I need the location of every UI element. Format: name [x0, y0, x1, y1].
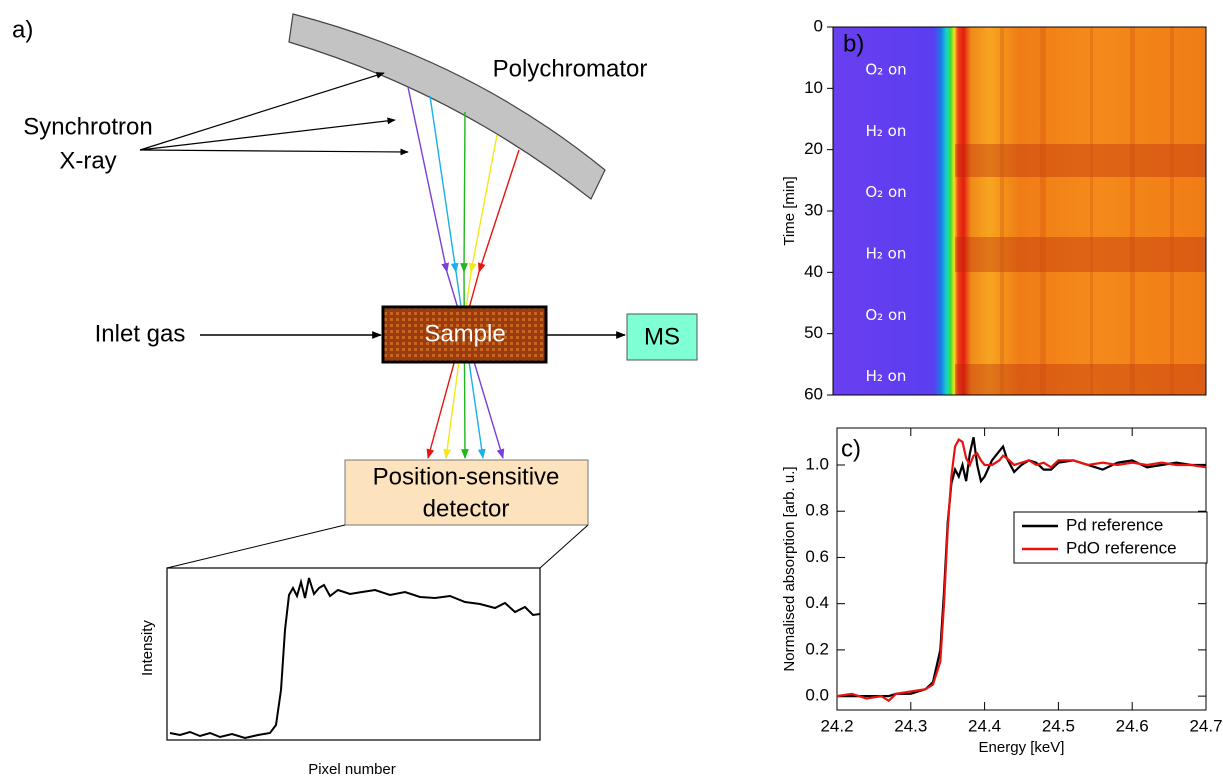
plot-frame [836, 427, 1207, 711]
x-tick-label: 24.5 [1042, 716, 1075, 735]
x-tick-label: 24.3 [894, 716, 927, 735]
y-tick-label: 0.8 [805, 501, 829, 520]
polychromator-crystal [288, 13, 606, 200]
source-label: Synchrotron [23, 113, 152, 140]
zoom-line [166, 524, 346, 569]
y-tick-label: 0.2 [805, 639, 829, 658]
panel-b: b) Time [min] 0 10 20 30 40 50 60 O₂ on H₂ on O₂ on… [781, 16, 1207, 403]
rays [407, 86, 520, 459]
y-tick-label: 0.0 [805, 686, 829, 705]
detector-label: detector [423, 495, 510, 522]
legend-label: Pd reference [1066, 515, 1163, 534]
sample-box [381, 305, 548, 364]
inset-x-label: Pixel number [308, 761, 396, 778]
gas-annotation: H₂ on [866, 122, 907, 140]
y-tick-label: 40 [804, 262, 823, 281]
x-tick-label: 24.6 [1116, 716, 1149, 735]
sample-label: Sample [424, 320, 505, 347]
detector-box [344, 459, 589, 526]
x-tick-label: 24.7 [1189, 716, 1222, 735]
legend-box [1013, 511, 1208, 564]
streaks [1000, 27, 1174, 395]
detector-label: Position-sensitive [373, 463, 560, 490]
polychromator-label: Polychromator [493, 55, 648, 82]
y-tick-label: 10 [804, 78, 823, 97]
inlet-label: Inlet gas [95, 320, 186, 347]
y-axis-label: Time [min] [781, 176, 798, 245]
panel-label: a) [12, 16, 33, 43]
inset-frame [166, 567, 541, 741]
zoom-line [539, 524, 589, 569]
gas-annotation: O₂ on [865, 183, 906, 201]
y-tick-label: 0.4 [805, 593, 829, 612]
inset-y-label: Intensity [139, 620, 156, 676]
y-tick-label: 50 [804, 323, 823, 342]
x-tick-label: 24.2 [820, 716, 853, 735]
y-axis-label: Normalised absorption [arb. u.] [781, 466, 798, 671]
ms-label: MS [644, 323, 680, 350]
y-tick-label: 20 [804, 139, 823, 158]
h2-stripes [955, 144, 1206, 395]
y-tick-label: 0 [814, 16, 823, 35]
legend-label: PdO reference [1066, 538, 1177, 557]
gas-annotation: O₂ on [865, 306, 906, 324]
panel-a: a) Polychromator Synchrotron X-ray Sampl… [12, 13, 698, 778]
inset-spectrum [169, 577, 541, 740]
y-tick-label: 0.6 [805, 547, 829, 566]
panel-c: 24.2 24.3 24.4 24.5 24.6 24.7 0.0 0.2 0.4 0.6 0.8 1… [781, 427, 1223, 756]
gas-annotation: O₂ on [865, 60, 906, 78]
source-label: X-ray [59, 147, 116, 174]
gas-annotation: H₂ on [866, 244, 907, 262]
y-tick-label: 60 [804, 384, 823, 403]
panel-label: c) [841, 435, 861, 462]
y-tick-label: 30 [804, 200, 823, 219]
series-line [836, 438, 1207, 703]
x-axis-label: Energy [keV] [979, 739, 1065, 756]
panel-label: b) [843, 30, 864, 57]
gas-annotation: H₂ on [866, 367, 907, 385]
x-tick-label: 24.4 [968, 716, 1001, 735]
heatmap-image [833, 27, 1206, 395]
ms-box [626, 313, 698, 361]
beam-arrows [139, 72, 409, 156]
y-tick-label: 1.0 [805, 454, 829, 473]
